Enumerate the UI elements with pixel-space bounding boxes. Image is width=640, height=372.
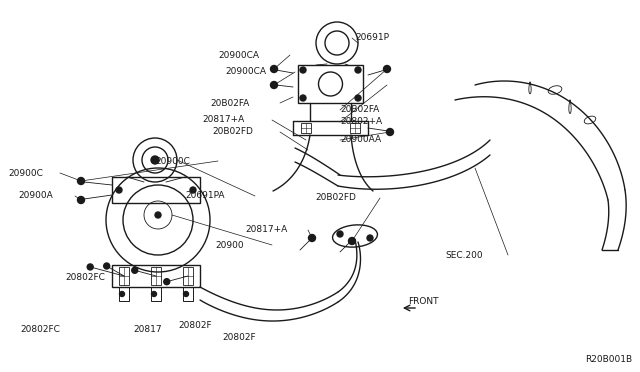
Text: 20900CA: 20900CA: [225, 67, 266, 77]
Circle shape: [383, 65, 390, 73]
Text: 20900AA: 20900AA: [340, 135, 381, 144]
Circle shape: [77, 196, 84, 203]
Circle shape: [367, 235, 373, 241]
Text: SEC.200: SEC.200: [445, 250, 483, 260]
Circle shape: [355, 67, 361, 73]
Circle shape: [116, 187, 122, 193]
Text: 20817: 20817: [133, 326, 162, 334]
Circle shape: [77, 177, 84, 185]
Circle shape: [120, 292, 125, 296]
Text: 20B02FD: 20B02FD: [315, 193, 356, 202]
Text: 20802F: 20802F: [222, 334, 255, 343]
Text: 20B02FD: 20B02FD: [212, 128, 253, 137]
Circle shape: [300, 95, 306, 101]
Circle shape: [308, 234, 316, 241]
Text: 20B02FA: 20B02FA: [340, 106, 380, 115]
Text: 20802+A: 20802+A: [340, 118, 382, 126]
Text: 20802F: 20802F: [178, 321, 212, 330]
Circle shape: [151, 156, 159, 164]
Circle shape: [300, 67, 306, 73]
Text: 20900C: 20900C: [155, 157, 190, 166]
Text: 20900C: 20900C: [8, 169, 43, 177]
Text: 20817+A: 20817+A: [245, 225, 287, 234]
Circle shape: [184, 292, 189, 296]
Text: 20802FC: 20802FC: [20, 326, 60, 334]
Circle shape: [164, 279, 170, 285]
Text: 20691P: 20691P: [355, 33, 389, 42]
Circle shape: [349, 237, 355, 244]
Circle shape: [132, 267, 138, 273]
Circle shape: [355, 95, 361, 101]
Text: 20817+A: 20817+A: [202, 115, 244, 125]
Text: R20B001B: R20B001B: [585, 355, 632, 364]
Circle shape: [271, 81, 278, 89]
Text: FRONT: FRONT: [408, 298, 438, 307]
Circle shape: [104, 263, 109, 269]
Text: 20900A: 20900A: [18, 192, 52, 201]
Text: 20802FC: 20802FC: [65, 273, 105, 282]
Text: 20900: 20900: [215, 241, 244, 250]
Circle shape: [190, 187, 196, 193]
Circle shape: [387, 128, 394, 135]
Circle shape: [271, 65, 278, 73]
Circle shape: [155, 212, 161, 218]
Text: 20B02FA: 20B02FA: [210, 99, 249, 108]
Circle shape: [152, 292, 157, 296]
Circle shape: [87, 264, 93, 270]
Circle shape: [337, 231, 343, 237]
Text: 20691PA: 20691PA: [185, 192, 225, 201]
Text: 20900CA: 20900CA: [218, 51, 259, 60]
